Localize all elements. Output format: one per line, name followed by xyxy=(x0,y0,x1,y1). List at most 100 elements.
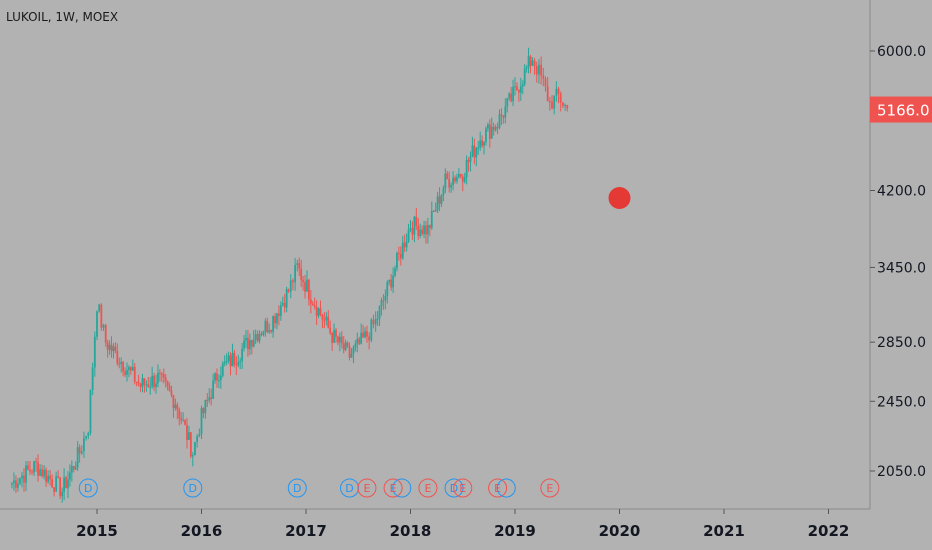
candle-body xyxy=(13,480,15,484)
candle xyxy=(296,259,299,272)
candle-body xyxy=(176,404,179,410)
candle xyxy=(360,323,363,345)
candle-body xyxy=(467,160,470,162)
candle xyxy=(212,373,215,400)
candle-body xyxy=(346,342,349,347)
candle xyxy=(566,104,569,112)
candle-body xyxy=(527,56,530,68)
candle-body xyxy=(268,330,271,333)
candle-body xyxy=(229,355,232,367)
earnings-marker: E xyxy=(357,478,377,498)
candle xyxy=(112,343,115,359)
candle xyxy=(149,377,152,395)
candle-body xyxy=(122,361,125,372)
event-circle xyxy=(287,478,307,498)
candle xyxy=(252,330,255,348)
candle-body xyxy=(129,367,132,371)
candle xyxy=(216,368,218,388)
candle xyxy=(477,140,480,155)
candle-body xyxy=(540,64,543,76)
candle-body xyxy=(475,147,478,158)
candle xyxy=(176,402,179,420)
candle-body xyxy=(444,173,447,189)
candle xyxy=(124,367,126,377)
candle-body xyxy=(544,78,547,87)
candle-body xyxy=(19,478,21,484)
candle xyxy=(239,357,242,370)
candle-body xyxy=(350,353,353,358)
candle xyxy=(223,355,226,367)
candle xyxy=(378,305,381,326)
candle xyxy=(498,109,501,130)
candle xyxy=(194,441,196,456)
candle-body xyxy=(198,434,201,437)
event-circle xyxy=(496,478,516,498)
candle xyxy=(59,476,62,500)
candle xyxy=(233,349,236,368)
candle-body xyxy=(135,381,138,383)
candle-body xyxy=(116,350,119,364)
candle xyxy=(47,470,49,484)
event-label: D xyxy=(84,482,92,495)
candle xyxy=(260,331,263,337)
earnings-marker: E xyxy=(418,478,438,498)
candle-body xyxy=(17,483,19,488)
candle-body xyxy=(415,216,418,226)
candle-body xyxy=(446,173,449,179)
candle-body xyxy=(227,355,230,362)
candle xyxy=(245,330,247,348)
candle-body xyxy=(15,480,17,488)
candle xyxy=(17,477,19,492)
candle xyxy=(61,487,64,503)
candle xyxy=(83,431,85,459)
candle xyxy=(331,331,334,351)
candle xyxy=(283,294,286,313)
candle xyxy=(527,47,530,74)
event-label: D xyxy=(345,482,353,495)
candle-body xyxy=(162,374,165,378)
candle xyxy=(546,77,549,102)
candle xyxy=(380,297,383,316)
candle xyxy=(184,419,186,426)
candle-body xyxy=(112,346,115,352)
candle-body xyxy=(49,475,52,480)
candle xyxy=(469,151,472,172)
candle-body xyxy=(260,333,263,335)
candle xyxy=(266,317,269,334)
candle-body xyxy=(278,313,280,316)
candle-body xyxy=(535,66,538,75)
candle xyxy=(415,207,418,230)
y-tick-label: 2850.0 xyxy=(877,335,926,351)
candle xyxy=(229,352,232,376)
candle xyxy=(191,452,194,467)
candle xyxy=(258,330,261,344)
candle xyxy=(91,362,94,396)
candle-body xyxy=(153,375,155,388)
candle xyxy=(390,274,393,291)
candle-body xyxy=(35,461,37,463)
candle-body xyxy=(57,476,60,478)
x-tick-label: 2022 xyxy=(808,522,850,540)
candle-body xyxy=(264,320,267,332)
candle-body xyxy=(459,174,462,177)
candle xyxy=(533,57,536,75)
candle-body xyxy=(131,366,134,371)
event-label: E xyxy=(459,482,466,495)
candle xyxy=(376,311,379,326)
candle xyxy=(504,98,507,124)
candle-body xyxy=(354,343,357,348)
candle xyxy=(396,251,398,272)
candle-body xyxy=(196,436,199,443)
candle xyxy=(231,343,234,367)
candle xyxy=(508,92,511,101)
candle-body xyxy=(170,390,173,396)
candle-body xyxy=(85,435,88,439)
candle-body xyxy=(302,279,304,283)
candle xyxy=(317,307,320,318)
candle-body xyxy=(516,86,518,91)
candle xyxy=(131,359,134,372)
candle-body xyxy=(283,302,286,308)
candle xyxy=(98,303,101,313)
